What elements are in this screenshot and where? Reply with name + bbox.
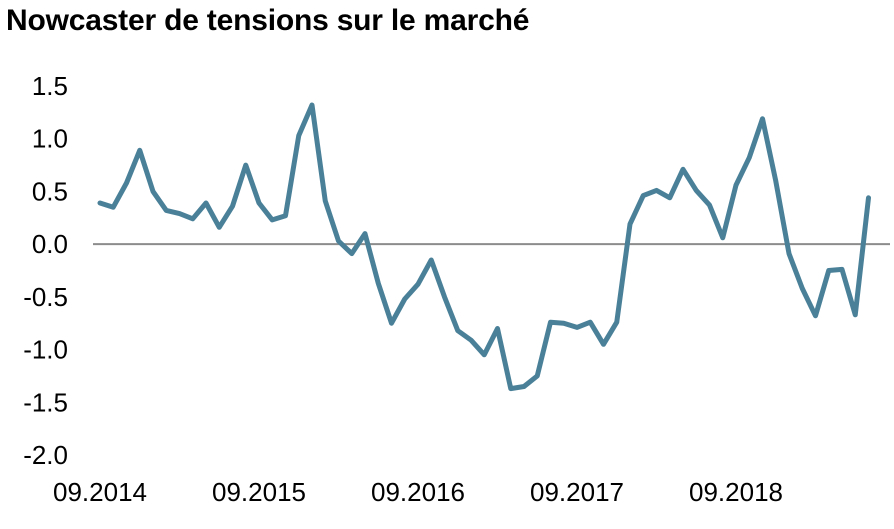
x-tick-label: 09.2015 bbox=[212, 477, 306, 507]
x-tick-label: 09.2016 bbox=[371, 477, 465, 507]
series-layer bbox=[97, 102, 871, 392]
x-tick-label: 09.2014 bbox=[53, 477, 147, 507]
y-tick-label: -1.5 bbox=[23, 387, 68, 417]
y-tick-label: -1.0 bbox=[23, 335, 68, 365]
y-tick-label: -2.0 bbox=[23, 440, 68, 470]
y-tick-label: -0.5 bbox=[23, 282, 68, 312]
y-tick-label: 0.5 bbox=[32, 176, 68, 206]
series-line bbox=[97, 102, 871, 392]
x-tick-label: 09.2018 bbox=[689, 477, 783, 507]
chart-title: Nowcaster de tensions sur le marché bbox=[6, 4, 530, 37]
y-axis-tick-labels: 1.5 1.0 0.5 0.0 -0.5 -1.0 -1.5 -2.0 bbox=[23, 71, 68, 470]
x-tick-label: 09.2017 bbox=[530, 477, 624, 507]
y-tick-label: 0.0 bbox=[32, 229, 68, 259]
y-tick-label: 1.0 bbox=[32, 124, 68, 154]
x-axis-tick-labels: 09.2014 09.2015 09.2016 09.2017 09.2018 bbox=[53, 477, 783, 507]
y-tick-label: 1.5 bbox=[32, 71, 68, 101]
